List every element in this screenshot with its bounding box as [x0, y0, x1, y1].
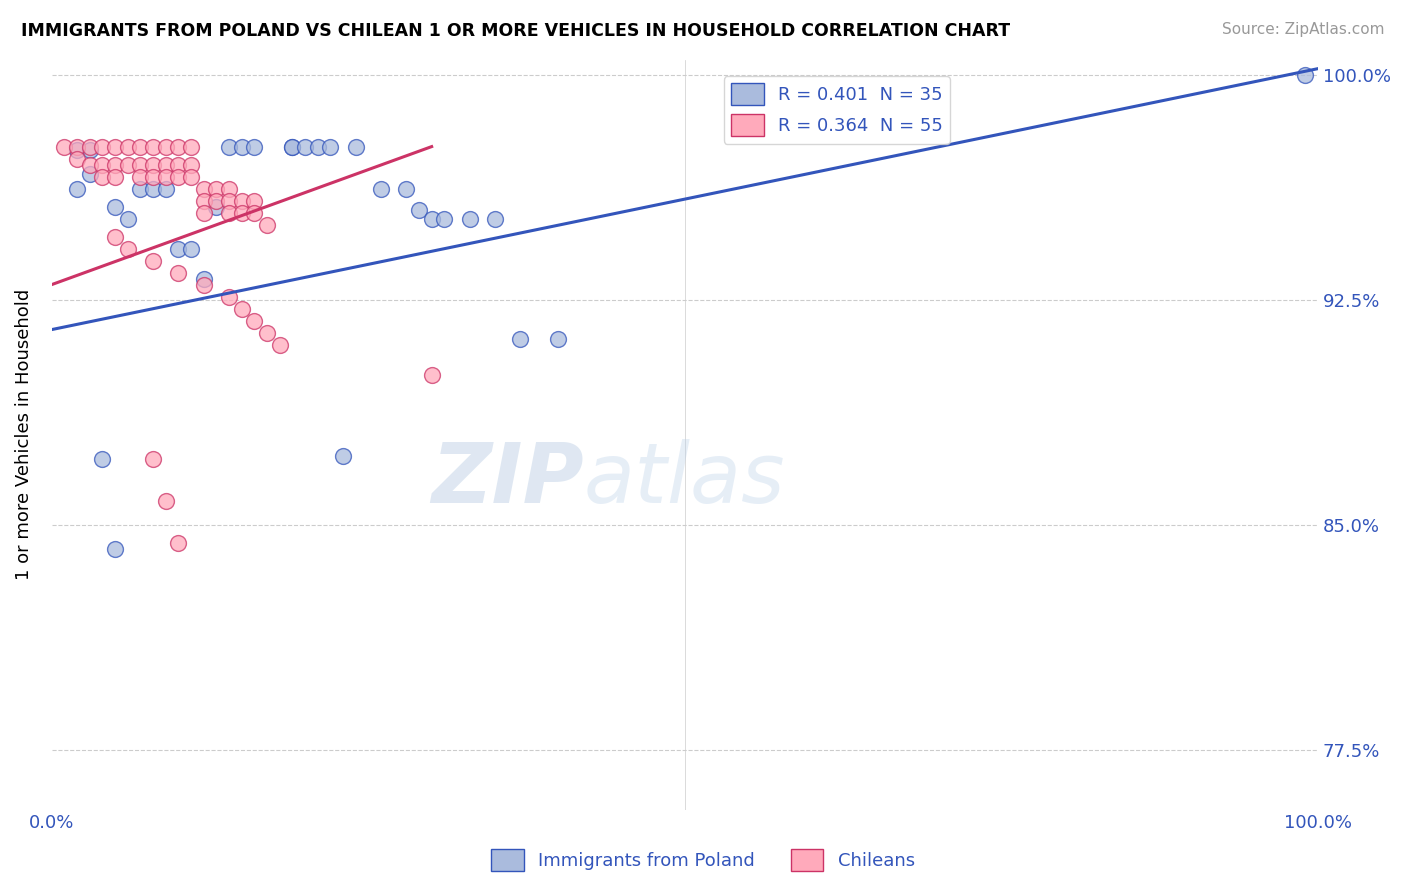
- Point: [79, 143, 101, 157]
- Point: [155, 139, 177, 153]
- Point: [104, 229, 127, 244]
- Point: [167, 158, 190, 172]
- Point: [104, 200, 127, 214]
- Point: [167, 266, 190, 280]
- Point: [231, 205, 253, 219]
- Point: [79, 139, 101, 153]
- Point: [193, 181, 215, 195]
- Point: [142, 169, 165, 184]
- Point: [91, 158, 114, 172]
- Point: [155, 493, 177, 508]
- Point: [193, 277, 215, 292]
- Point: [243, 205, 266, 219]
- Point: [142, 158, 165, 172]
- Point: [1295, 68, 1317, 82]
- Point: [142, 253, 165, 268]
- Point: [332, 449, 354, 463]
- Point: [205, 194, 228, 208]
- Point: [395, 181, 418, 195]
- Text: ZIP: ZIP: [432, 439, 583, 520]
- Legend: R = 0.401  N = 35, R = 0.364  N = 55: R = 0.401 N = 35, R = 0.364 N = 55: [724, 76, 950, 144]
- Point: [104, 541, 127, 556]
- Point: [155, 181, 177, 195]
- Point: [256, 218, 278, 232]
- Point: [79, 158, 101, 172]
- Point: [243, 194, 266, 208]
- Point: [344, 139, 367, 153]
- Point: [218, 139, 240, 153]
- Point: [180, 139, 202, 153]
- Point: [155, 158, 177, 172]
- Point: [243, 139, 266, 153]
- Point: [167, 535, 190, 549]
- Point: [433, 211, 456, 226]
- Point: [117, 139, 139, 153]
- Point: [91, 451, 114, 466]
- Point: [319, 139, 342, 153]
- Y-axis label: 1 or more Vehicles in Household: 1 or more Vehicles in Household: [15, 289, 32, 580]
- Point: [205, 200, 228, 214]
- Point: [256, 326, 278, 340]
- Point: [129, 181, 152, 195]
- Point: [218, 289, 240, 303]
- Point: [104, 169, 127, 184]
- Point: [104, 158, 127, 172]
- Point: [142, 451, 165, 466]
- Point: [129, 158, 152, 172]
- Point: [53, 139, 76, 153]
- Point: [142, 139, 165, 153]
- Point: [193, 194, 215, 208]
- Point: [281, 139, 304, 153]
- Point: [180, 158, 202, 172]
- Point: [129, 169, 152, 184]
- Point: [281, 139, 304, 153]
- Point: [420, 211, 443, 226]
- Point: [193, 271, 215, 285]
- Point: [79, 167, 101, 181]
- Point: [66, 152, 89, 166]
- Text: atlas: atlas: [583, 439, 786, 520]
- Point: [66, 143, 89, 157]
- Point: [180, 242, 202, 256]
- Point: [66, 181, 89, 195]
- Legend: Immigrants from Poland, Chileans: Immigrants from Poland, Chileans: [484, 842, 922, 879]
- Point: [408, 202, 430, 217]
- Point: [269, 337, 291, 351]
- Point: [117, 158, 139, 172]
- Point: [218, 194, 240, 208]
- Point: [155, 169, 177, 184]
- Point: [104, 139, 127, 153]
- Point: [458, 211, 481, 226]
- Point: [218, 181, 240, 195]
- Point: [117, 242, 139, 256]
- Point: [129, 139, 152, 153]
- Point: [167, 242, 190, 256]
- Point: [66, 139, 89, 153]
- Point: [167, 139, 190, 153]
- Point: [420, 368, 443, 382]
- Point: [167, 169, 190, 184]
- Point: [205, 181, 228, 195]
- Point: [547, 332, 569, 346]
- Point: [294, 139, 316, 153]
- Point: [231, 301, 253, 316]
- Point: [231, 194, 253, 208]
- Point: [180, 169, 202, 184]
- Point: [142, 181, 165, 195]
- Point: [484, 211, 506, 226]
- Text: IMMIGRANTS FROM POLAND VS CHILEAN 1 OR MORE VEHICLES IN HOUSEHOLD CORRELATION CH: IMMIGRANTS FROM POLAND VS CHILEAN 1 OR M…: [21, 22, 1011, 40]
- Point: [509, 332, 531, 346]
- Point: [91, 139, 114, 153]
- Point: [243, 313, 266, 327]
- Point: [307, 139, 329, 153]
- Point: [91, 169, 114, 184]
- Text: Source: ZipAtlas.com: Source: ZipAtlas.com: [1222, 22, 1385, 37]
- Point: [193, 205, 215, 219]
- Point: [117, 211, 139, 226]
- Point: [218, 205, 240, 219]
- Point: [370, 181, 392, 195]
- Point: [231, 139, 253, 153]
